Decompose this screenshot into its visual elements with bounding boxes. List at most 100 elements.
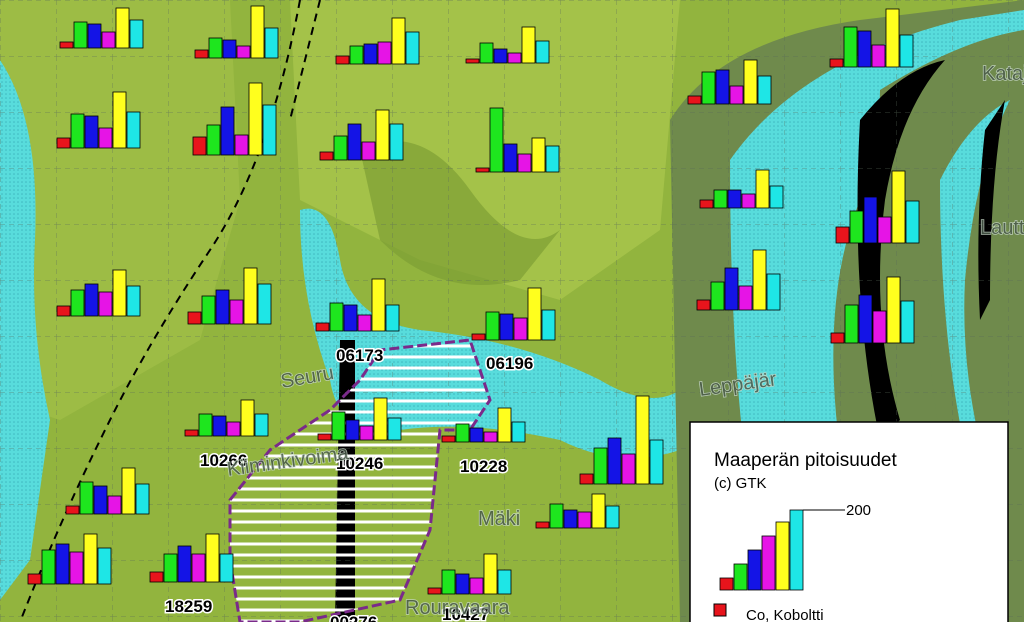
bar-glyph (427, 553, 512, 595)
bar (41, 549, 56, 585)
bar (97, 547, 112, 585)
place-name: Kataja (982, 63, 1024, 85)
bar (329, 302, 344, 332)
bar (905, 200, 920, 244)
bar (135, 483, 150, 515)
bar (59, 41, 74, 49)
bar (319, 151, 334, 161)
bar (858, 294, 873, 344)
bar (607, 437, 622, 485)
bar (205, 533, 220, 583)
bar (755, 169, 770, 209)
bar (335, 55, 350, 65)
bar-glyph (149, 533, 234, 583)
bar (769, 185, 784, 209)
bar (115, 7, 130, 49)
bar-glyph (187, 267, 272, 325)
bar (56, 137, 71, 149)
legend-swatch (713, 603, 727, 617)
bar (761, 535, 776, 591)
bar (229, 299, 244, 325)
bar (849, 210, 864, 244)
bar-glyph (56, 269, 141, 317)
bar-glyph (465, 26, 550, 64)
bar (129, 19, 144, 49)
bar-glyph (184, 399, 269, 437)
bar (766, 273, 781, 311)
bar (635, 395, 650, 485)
bar (27, 573, 42, 585)
bar (377, 41, 392, 65)
bar (222, 39, 237, 59)
bar (84, 283, 99, 317)
bar (747, 549, 762, 591)
bar (900, 300, 915, 344)
bar (441, 435, 456, 443)
bar (511, 421, 526, 443)
bar (724, 267, 739, 311)
bar (83, 533, 98, 585)
bar (710, 281, 725, 311)
site-label: 00276 (330, 613, 377, 622)
bar-glyph (319, 109, 404, 161)
bar (891, 170, 906, 244)
bar (701, 71, 716, 105)
site-label: 18259 (165, 597, 212, 616)
site-label: 10228 (460, 457, 507, 476)
bar (226, 421, 241, 437)
bar (715, 69, 730, 105)
bar (719, 577, 734, 591)
bar (254, 413, 269, 437)
bar (363, 43, 378, 65)
bar-glyph (317, 397, 402, 441)
bar (733, 563, 748, 591)
bar (507, 52, 522, 64)
bar (493, 48, 508, 64)
bar-glyph (315, 278, 400, 332)
bar (577, 511, 592, 529)
bar (485, 311, 500, 341)
bar (843, 26, 858, 68)
bar (455, 423, 470, 443)
bar (479, 42, 494, 64)
bar (497, 407, 512, 443)
bar (191, 553, 206, 583)
bar (345, 419, 360, 441)
bar (359, 425, 374, 441)
place-name: Lauttas (980, 217, 1024, 239)
bar (475, 167, 490, 173)
bar (107, 495, 122, 515)
bar (347, 123, 362, 161)
bar (899, 34, 914, 68)
bar-glyph (192, 82, 277, 156)
bar (163, 553, 178, 583)
place-name: Mäki (478, 508, 520, 530)
bar (70, 289, 85, 317)
bar (699, 199, 714, 209)
bar-glyph (59, 7, 144, 49)
bar (687, 95, 702, 105)
bar (441, 569, 456, 595)
bar (521, 26, 536, 64)
bar (70, 113, 85, 149)
bar (605, 505, 620, 529)
bar (835, 226, 850, 244)
bar (503, 143, 518, 173)
bar (775, 521, 790, 591)
bar (349, 45, 364, 65)
bar (212, 415, 227, 437)
bar (738, 285, 753, 311)
bar (198, 413, 213, 437)
bar (236, 45, 251, 59)
bar (240, 399, 255, 437)
bar (264, 27, 279, 59)
legend-credit: (c) GTK (714, 475, 767, 492)
bar-glyph (719, 509, 804, 591)
bar (886, 276, 901, 344)
bar (391, 17, 406, 65)
bar (535, 521, 550, 529)
bar (69, 551, 84, 585)
bar (317, 433, 332, 441)
bar (93, 485, 108, 515)
bar (591, 493, 606, 529)
